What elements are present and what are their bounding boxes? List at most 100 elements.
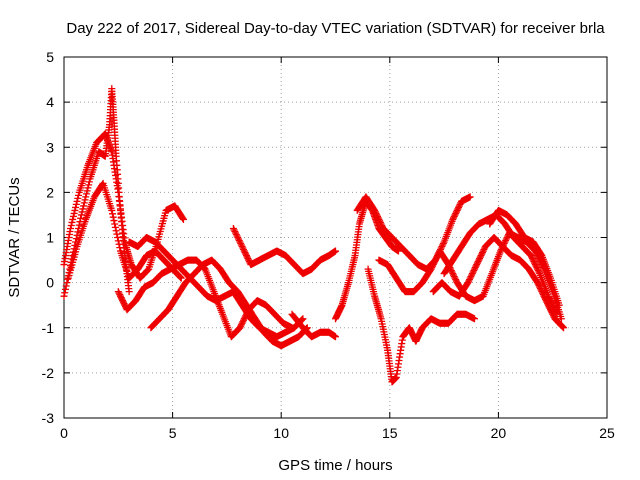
data-point	[430, 259, 438, 267]
data-point	[67, 221, 75, 229]
data-point	[548, 309, 556, 317]
x-tick-label: 20	[491, 425, 507, 441]
data-point	[450, 271, 458, 279]
data-point	[81, 196, 89, 204]
data-point	[240, 316, 248, 324]
data-point	[471, 264, 479, 272]
data-point	[450, 212, 458, 220]
data-point	[427, 265, 435, 273]
data-point	[439, 241, 447, 249]
data-point	[125, 288, 133, 296]
data-point	[471, 265, 479, 273]
data-point	[534, 280, 542, 288]
data-point	[243, 253, 251, 261]
data-point	[74, 194, 82, 202]
data-point	[534, 267, 542, 275]
x-axis-label: GPS time / hours	[278, 457, 392, 474]
data-point	[241, 249, 249, 257]
data-point	[240, 315, 248, 323]
data-point	[80, 199, 88, 207]
data-point	[114, 288, 122, 296]
data-point	[144, 266, 152, 274]
data-point	[71, 206, 79, 214]
data-point	[240, 247, 248, 255]
data-point	[471, 315, 479, 323]
data-point	[115, 289, 123, 297]
data-point	[533, 264, 541, 272]
x-tick-label: 25	[599, 425, 615, 441]
data-point	[376, 218, 384, 226]
data-point	[538, 288, 546, 296]
data-point	[236, 238, 244, 246]
data-point	[72, 203, 80, 211]
data-point	[478, 249, 486, 257]
data-point	[371, 206, 379, 214]
data-point	[535, 282, 543, 290]
data-point	[61, 289, 69, 297]
data-point	[116, 291, 124, 299]
data-point	[547, 306, 555, 314]
data-point	[83, 187, 91, 195]
data-point	[455, 202, 463, 210]
data-point	[530, 258, 538, 266]
data-point	[559, 323, 567, 331]
y-tick-label: 1	[46, 230, 54, 246]
data-point	[373, 211, 381, 219]
data-point	[143, 267, 151, 275]
data-point	[242, 252, 250, 260]
data-point	[375, 215, 383, 223]
data-point	[237, 241, 245, 249]
y-axis-label: SDTVAR / TECUs	[6, 177, 23, 297]
data-point	[475, 256, 483, 264]
data-point	[528, 255, 536, 263]
data-point	[177, 274, 185, 282]
data-point	[557, 315, 565, 323]
data-point	[453, 206, 461, 214]
data-point	[84, 184, 92, 192]
data-point	[503, 234, 511, 241]
data-point	[537, 286, 545, 294]
data-point	[560, 324, 568, 332]
data-point	[469, 268, 477, 276]
data-point	[394, 247, 402, 255]
data-point	[236, 324, 244, 332]
data-point	[109, 210, 117, 218]
data-point	[464, 279, 472, 287]
data-point	[244, 255, 252, 263]
data-point	[535, 268, 543, 276]
data-point	[232, 229, 240, 237]
data-point	[109, 213, 117, 221]
data-point	[539, 289, 547, 297]
x-tick-label: 15	[382, 425, 398, 441]
data-point	[111, 223, 119, 231]
data-point	[371, 208, 379, 216]
y-tick-label: 4	[46, 94, 54, 110]
data-point	[531, 261, 539, 269]
data-point	[451, 211, 459, 219]
data-point	[230, 226, 238, 234]
data-point	[449, 270, 457, 278]
data-point	[111, 220, 119, 228]
data-point	[432, 255, 440, 263]
data-point	[429, 262, 437, 270]
data-point	[480, 246, 488, 254]
data-point	[450, 214, 458, 222]
data-point	[376, 217, 384, 225]
data-point	[69, 212, 77, 220]
data-point	[473, 261, 481, 269]
data-point	[465, 276, 473, 284]
data-point	[549, 310, 557, 318]
data-point	[119, 297, 127, 305]
data-point	[74, 191, 82, 199]
data-point	[332, 247, 339, 255]
data-point	[501, 238, 509, 246]
data-point	[377, 220, 385, 228]
data-point	[374, 214, 382, 222]
data-point	[502, 237, 510, 245]
data-point	[537, 250, 545, 258]
data-point	[433, 253, 441, 261]
data-point	[478, 250, 486, 258]
data-point	[82, 193, 90, 201]
y-tick-label: 3	[46, 139, 54, 155]
data-point	[544, 300, 552, 308]
